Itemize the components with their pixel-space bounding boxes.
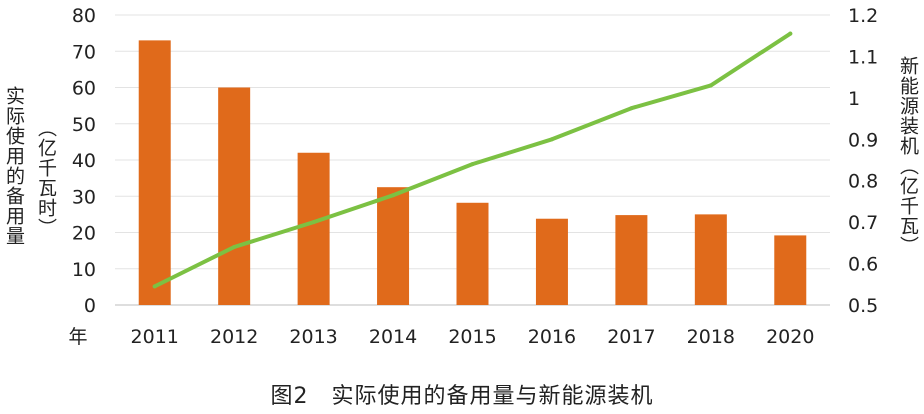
x-tick-label: 2020 <box>766 326 814 348</box>
right-tick-label: 1.1 <box>848 46 878 68</box>
bar <box>377 187 410 305</box>
right-axis-label: 新能源装机（亿千瓦） <box>897 56 919 256</box>
left-tick-label: 30 <box>72 186 96 208</box>
left-axis-ticks: 0 10 20 30 40 50 60 70 80 <box>72 5 96 317</box>
left-tick-label: 50 <box>72 114 96 136</box>
line-point <box>629 106 634 111</box>
line-point <box>708 83 713 88</box>
left-tick-label: 80 <box>72 5 96 27</box>
bar <box>774 235 807 305</box>
left-tick-label: 70 <box>72 41 96 63</box>
right-tick-label: 0.7 <box>848 212 878 234</box>
right-tick-label: 1.2 <box>848 5 878 27</box>
line-point <box>470 162 475 167</box>
left-tick-label: 0 <box>84 295 96 317</box>
left-tick-label: 20 <box>72 223 96 245</box>
bar <box>297 152 330 305</box>
bar <box>535 218 568 305</box>
x-tick-label: 2012 <box>210 326 258 348</box>
right-tick-label: 0.5 <box>848 295 878 317</box>
x-tick-label: 2011 <box>131 326 179 348</box>
right-axis-ticks: 0.5 0.6 0.7 0.8 0.9 1 1.1 1.2 <box>848 5 878 317</box>
left-tick-label: 40 <box>72 150 96 172</box>
line-point <box>788 31 793 36</box>
x-axis-label: 年 <box>68 326 87 348</box>
x-tick-label: 2016 <box>528 326 576 348</box>
right-tick-label: 0.9 <box>848 129 878 151</box>
bar <box>138 40 171 305</box>
left-tick-label: 10 <box>72 259 96 281</box>
right-tick-label: 0.8 <box>848 171 878 193</box>
x-tick-label: 2017 <box>607 326 655 348</box>
line-point <box>232 245 237 249</box>
x-tick-label: 2015 <box>448 326 496 348</box>
left-axis-label: 实际使用的备用量 <box>3 86 25 246</box>
line-point <box>152 284 157 289</box>
left-axis-unit: （亿千瓦时） <box>35 118 57 238</box>
left-tick-label: 60 <box>72 78 96 100</box>
x-axis-ticks: 2011 2012 2013 2014 2015 2016 2017 2018 2020 <box>131 326 815 348</box>
line-point <box>549 137 554 142</box>
bar <box>694 214 727 305</box>
right-tick-label: 0.6 <box>848 254 878 276</box>
x-tick-label: 2018 <box>687 326 735 348</box>
bar <box>456 202 489 305</box>
line-series <box>152 31 793 289</box>
x-tick-label: 2014 <box>369 326 417 348</box>
x-tick-label: 2013 <box>289 326 337 348</box>
right-tick-label: 1 <box>848 88 860 110</box>
line-point <box>391 193 396 198</box>
bar <box>218 87 251 305</box>
bar-series <box>138 40 807 305</box>
figure-caption: 图2 实际使用的备用量与新能源装机 <box>270 384 654 409</box>
line-point <box>311 220 316 225</box>
bar <box>615 215 648 305</box>
